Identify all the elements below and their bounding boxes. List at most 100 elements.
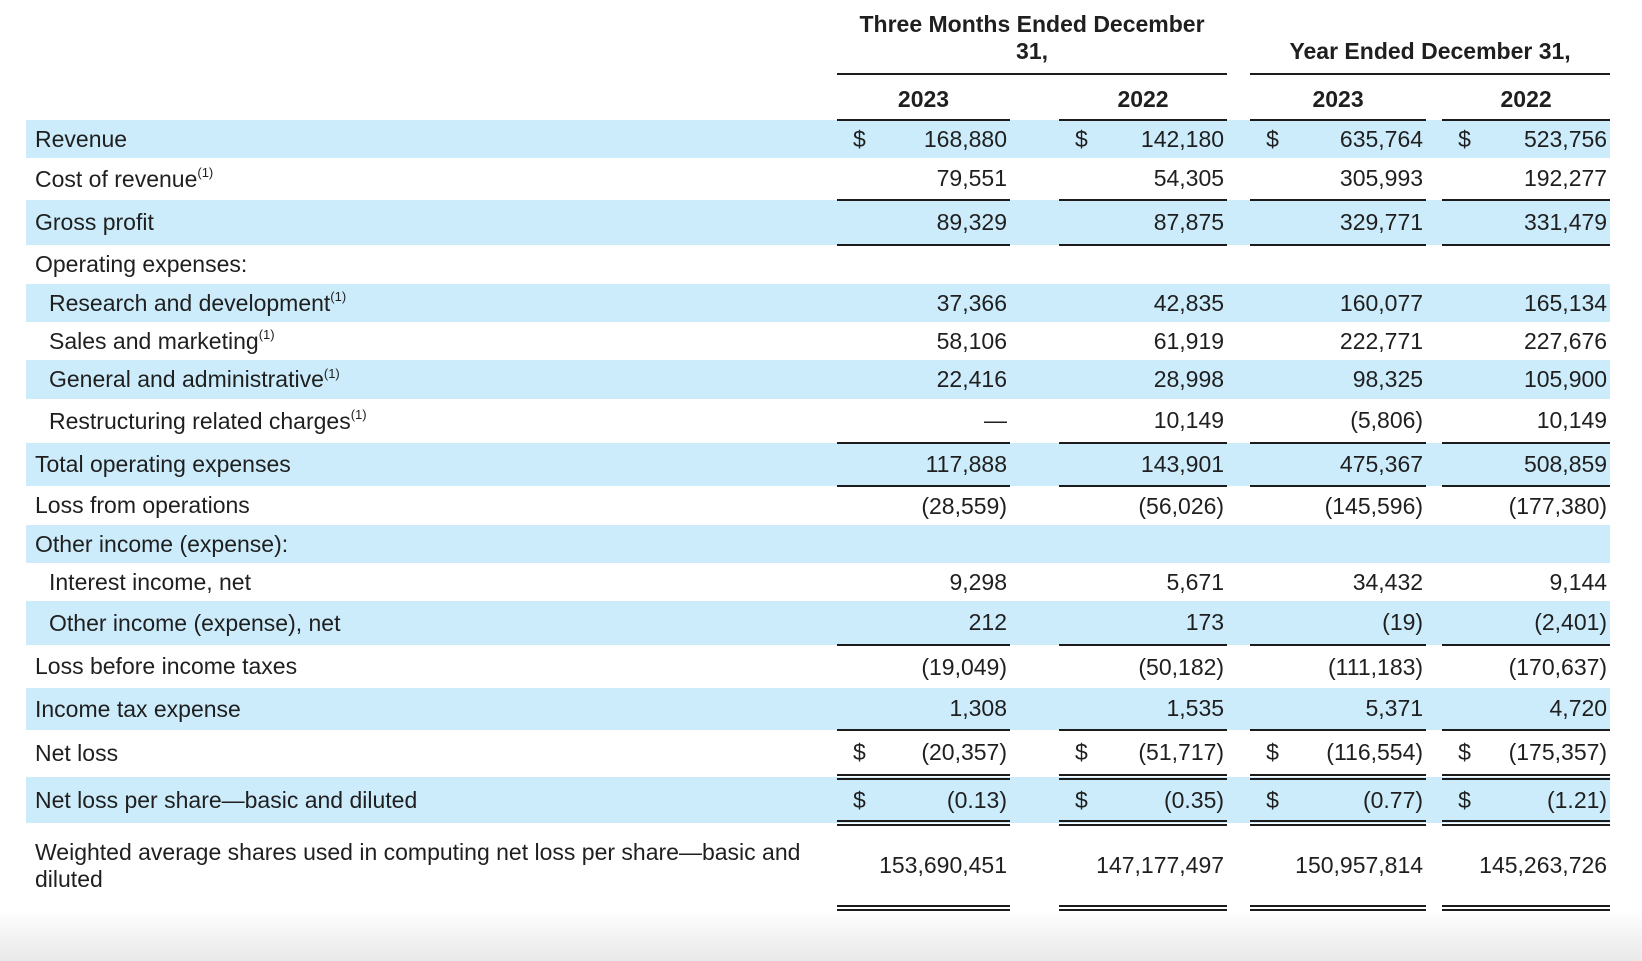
footnote-ref: (1) <box>350 407 367 423</box>
cell-value: 168,880 <box>871 120 1010 158</box>
table-row: Other income (expense), net 212 173 (19) (2,… <box>26 601 1611 646</box>
dollar-sign-cell <box>1442 601 1473 646</box>
row-label: Total operating expenses <box>26 443 837 486</box>
row-label-text: Operating expenses: <box>35 251 248 278</box>
column-gap <box>1010 74 1059 120</box>
column-gap <box>1010 200 1059 245</box>
table-row: Revenue $168,880 $142,180 $635,764 $523,756 <box>26 120 1611 158</box>
column-gap <box>1426 688 1443 730</box>
table-body: Revenue $168,880 $142,180 $635,764 $523,756 C… <box>26 120 1611 911</box>
col-year-2022-q: 2022 <box>1059 74 1228 121</box>
dollar-sign-cell: $ <box>1059 777 1089 826</box>
dollar-sign-cell <box>1442 486 1472 525</box>
dollar-sign-cell <box>1250 399 1281 444</box>
dollar-sign-cell <box>837 525 871 563</box>
column-gap <box>1227 245 1250 284</box>
cell-value: 34,432 <box>1352 568 1424 595</box>
cell-value: 79,551 <box>871 158 1010 201</box>
row-label: Interest income, net <box>26 563 837 601</box>
table-row: Restructuring related charges(1) — 10,149 (… <box>26 399 1611 444</box>
dollar-sign-cell <box>837 563 871 601</box>
column-gap <box>1010 360 1059 399</box>
dollar-sign-cell <box>1059 200 1089 246</box>
cell-value: 61,919 <box>1153 327 1225 354</box>
cell-value: 5,371 <box>1280 688 1427 731</box>
row-label: Revenue <box>26 120 837 158</box>
row-label-text: Revenue <box>35 125 128 152</box>
column-gap <box>1227 443 1251 486</box>
footnote-ref: (1) <box>197 165 214 181</box>
dollar-sign-cell <box>1442 823 1473 911</box>
row-label: Income tax expense <box>26 688 837 730</box>
dollar-sign-cell <box>1250 158 1281 201</box>
table-row: Loss from operations (28,559) (56,026) (145… <box>26 486 1610 525</box>
row-label: Net loss per share—basic and diluted <box>26 777 837 823</box>
dollar-sign-cell <box>1059 486 1089 525</box>
dollar-sign-cell <box>1442 525 1473 563</box>
header-stub <box>26 74 837 120</box>
dollar-sign-cell <box>837 360 871 399</box>
row-label: Loss from operations <box>26 486 837 525</box>
cell-value: (19,049) <box>921 653 1007 680</box>
column-gap <box>1426 563 1442 601</box>
column-gap <box>1227 360 1251 399</box>
cell-value: (0.35) <box>1089 777 1228 826</box>
cell-value: (5,806) <box>1280 399 1427 444</box>
header-year-row: 2023 2022 2023 2022 <box>26 74 1611 121</box>
dollar-sign-cell <box>1250 284 1281 322</box>
cell-value: 212 <box>871 601 1010 646</box>
cell-value: 54,305 <box>1089 158 1228 201</box>
column-gap <box>1426 823 1442 908</box>
row-label-text: Other income (expense), net <box>49 609 341 636</box>
cell-value: 331,479 <box>1472 200 1611 246</box>
footnote-ref: (1) <box>323 365 340 381</box>
column-gap <box>1010 120 1059 158</box>
dollar-sign-cell <box>1059 360 1089 399</box>
cell-value: (20,357) <box>871 730 1010 780</box>
cell-value: (56,026) <box>1138 492 1225 519</box>
column-gap <box>1426 399 1442 443</box>
column-gap <box>1010 777 1059 823</box>
dollar-sign-cell: $ <box>1250 120 1281 158</box>
cell-value: (145,596) <box>1324 492 1424 519</box>
cell-value: 143,901 <box>1089 443 1228 487</box>
dollar-sign-cell <box>837 284 871 322</box>
cell-value: 105,900 <box>1472 360 1611 399</box>
row-label: Cost of revenue(1) <box>26 158 837 200</box>
cell-value: 147,177,497 <box>1089 823 1228 911</box>
header-stub <box>26 0 837 74</box>
dollar-sign-cell <box>1059 443 1089 487</box>
row-label-text: Income tax expense <box>35 695 241 722</box>
dollar-sign-cell <box>1059 601 1089 646</box>
cell-value: 98,325 <box>1280 360 1427 399</box>
page-bottom-strip <box>0 911 1642 961</box>
dollar-sign-cell <box>1250 486 1280 525</box>
dollar-sign-cell <box>1250 688 1281 731</box>
col-group-label: Year Ended December 31, <box>1289 37 1571 64</box>
dollar-sign-cell <box>1442 360 1473 399</box>
cell-value <box>1280 525 1427 563</box>
column-gap <box>1227 730 1250 777</box>
table-row: Weighted average shares used in computin… <box>26 823 1611 911</box>
column-gap <box>1227 563 1250 601</box>
cell-value: (177,380) <box>1508 492 1608 519</box>
column-gap <box>1426 120 1443 158</box>
dollar-sign-cell <box>1059 688 1089 731</box>
dollar-sign-cell: $ <box>1250 777 1281 826</box>
dollar-sign-cell <box>1442 563 1472 601</box>
column-gap <box>1010 688 1059 730</box>
cell-value: 153,690,451 <box>871 823 1010 911</box>
cell-value <box>1280 245 1426 284</box>
table-row: Loss before income taxes (19,049) (50,182)… <box>26 645 1610 688</box>
col-year-2022-fy: 2022 <box>1442 74 1611 121</box>
income-statement-table: Three Months Ended December 31, Year End… <box>26 0 1611 911</box>
cell-value: 523,756 <box>1472 120 1611 158</box>
table-row: Research and development(1) 37,366 42,835 1… <box>26 284 1611 322</box>
row-label-text: Total operating expenses <box>35 451 291 478</box>
cell-value: 9,144 <box>1549 568 1608 595</box>
table-row: Operating expenses: <box>26 245 1610 284</box>
dollar-sign-cell <box>1250 443 1281 487</box>
column-gap <box>1010 399 1059 443</box>
dollar-sign-cell <box>1442 245 1472 284</box>
table-row: Net loss per share—basic and diluted $ (0.… <box>26 777 1611 826</box>
